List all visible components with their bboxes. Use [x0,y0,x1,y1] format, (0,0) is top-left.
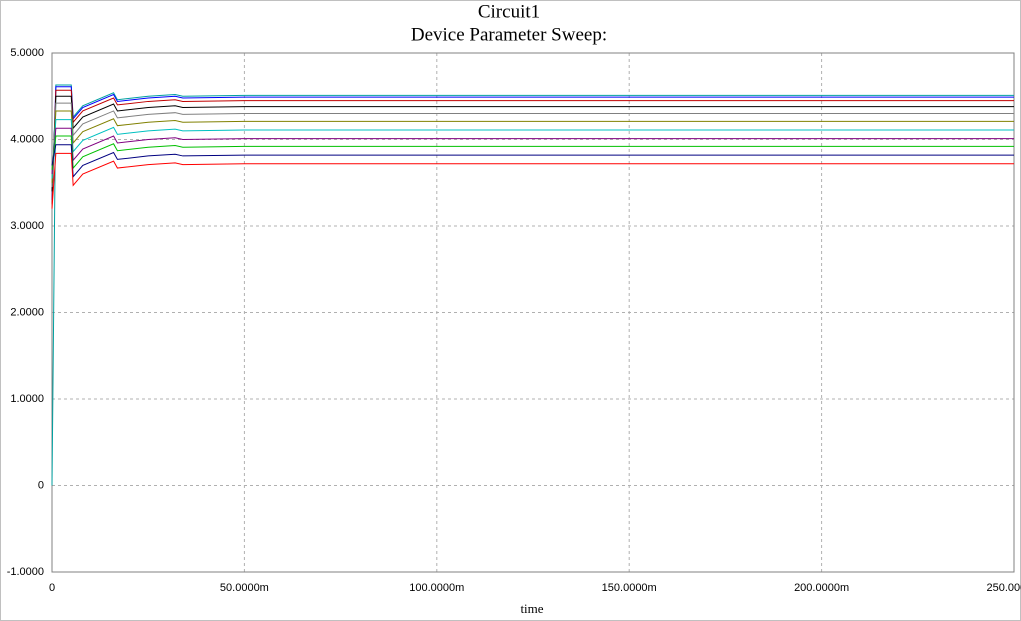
series-line [51,110,1014,183]
plot-border [51,52,1015,573]
x-tick-label: 50.0000m [220,582,269,594]
x-tick-label: 200.0000m [794,582,849,594]
y-tick-label: 3.0000 [10,220,44,232]
y-tick-label: 0 [38,479,44,491]
series-line [51,144,1014,178]
y-tick-label: 4.0000 [10,133,44,145]
series-line [51,119,1014,179]
x-tick-label: 250.0000m [986,582,1021,594]
chart-subtitle: Device Parameter Sweep: [411,24,607,45]
y-tick-label: 5.0000 [10,47,44,59]
series-line [51,152,1014,209]
x-tick-label: 100.0000m [409,582,464,594]
y-tick-label: 2.0000 [10,306,44,318]
x-tick-label: 0 [49,582,55,594]
x-axis-label: time [520,601,543,616]
series-line [51,135,1014,170]
y-tick-label: 1.0000 [10,393,44,405]
x-tick-label: 150.0000m [602,582,657,594]
chart-title: Circuit1 [478,1,540,22]
y-tick-label: -1.0000 [7,566,44,578]
